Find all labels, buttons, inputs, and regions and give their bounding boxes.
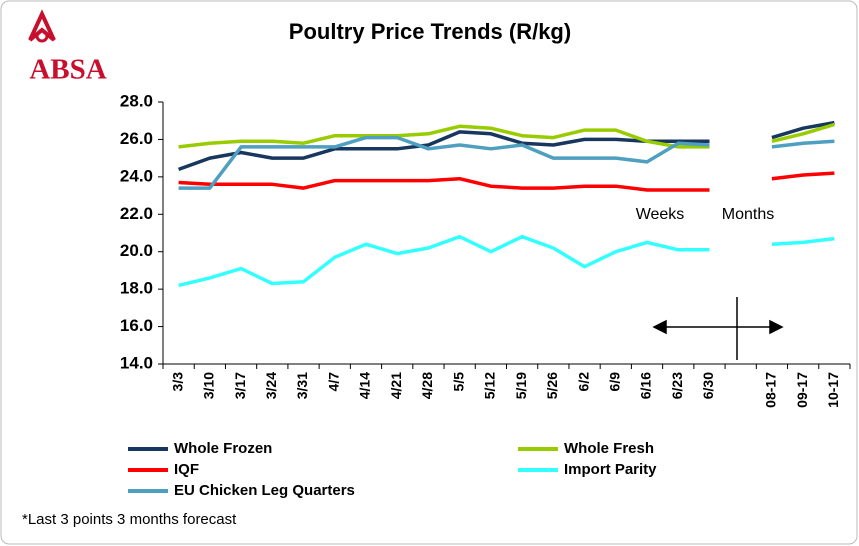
- x-tick-label: 4/14: [357, 372, 373, 399]
- x-tick-label: 5/19: [513, 372, 529, 399]
- x-tick-label: 10-17: [825, 372, 841, 408]
- series-line: [178, 171, 835, 192]
- legend-label: IQF: [174, 461, 199, 478]
- legend-label: Whole Fresh: [564, 440, 654, 457]
- series-line: [178, 122, 835, 149]
- x-tick-label: 6/23: [669, 372, 685, 399]
- chart-title: Poultry Price Trends (R/kg): [289, 19, 571, 44]
- legend-label: EU Chicken Leg Quarters: [174, 482, 355, 499]
- x-tick-label: 4/7: [325, 372, 341, 392]
- y-tick-label: 26.0: [120, 129, 153, 148]
- annotation: Months: [722, 206, 774, 223]
- x-tick-label: 5/12: [482, 372, 498, 399]
- annotation: Weeks: [636, 206, 685, 223]
- footnote: *Last 3 points 3 months forecast: [22, 511, 237, 528]
- divider-arrow: [652, 297, 784, 360]
- y-tick-label: 20.0: [120, 241, 153, 260]
- x-tick-label: 5/5: [450, 372, 466, 392]
- y-tick-label: 18.0: [120, 279, 153, 298]
- logo: [28, 9, 56, 43]
- y-tick-label: 22.0: [120, 204, 153, 223]
- x-tick-label: 6/2: [575, 372, 591, 392]
- x-tick-label: 4/28: [419, 372, 435, 399]
- y-tick-label: 24.0: [120, 166, 153, 185]
- series-line: [178, 234, 835, 288]
- x-tick-label: 6/16: [638, 372, 654, 399]
- x-tick-label: 08-17: [763, 372, 779, 408]
- x-tick-label: 3/3: [169, 372, 185, 392]
- x-tick-label: 5/26: [544, 372, 560, 399]
- series-line: [178, 135, 835, 190]
- x-tick-label: 09-17: [794, 372, 810, 408]
- brand: ABSA: [29, 54, 106, 86]
- x-tick-label: 4/21: [388, 372, 404, 399]
- x-tick-label: 6/30: [700, 372, 716, 399]
- x-tick-label: 3/24: [263, 372, 279, 399]
- legend-label: Whole Frozen: [174, 440, 272, 457]
- legend-label: Import Parity: [564, 461, 657, 478]
- y-tick-label: 28.0: [120, 91, 153, 110]
- y-tick-label: 14.0: [120, 353, 153, 372]
- x-tick-label: 3/17: [232, 372, 248, 399]
- y-tick-label: 16.0: [120, 316, 153, 335]
- series-line: [178, 120, 835, 172]
- x-tick-label: 3/31: [294, 372, 310, 399]
- x-tick-label: 3/10: [201, 372, 217, 399]
- x-tick-label: 6/9: [606, 372, 622, 392]
